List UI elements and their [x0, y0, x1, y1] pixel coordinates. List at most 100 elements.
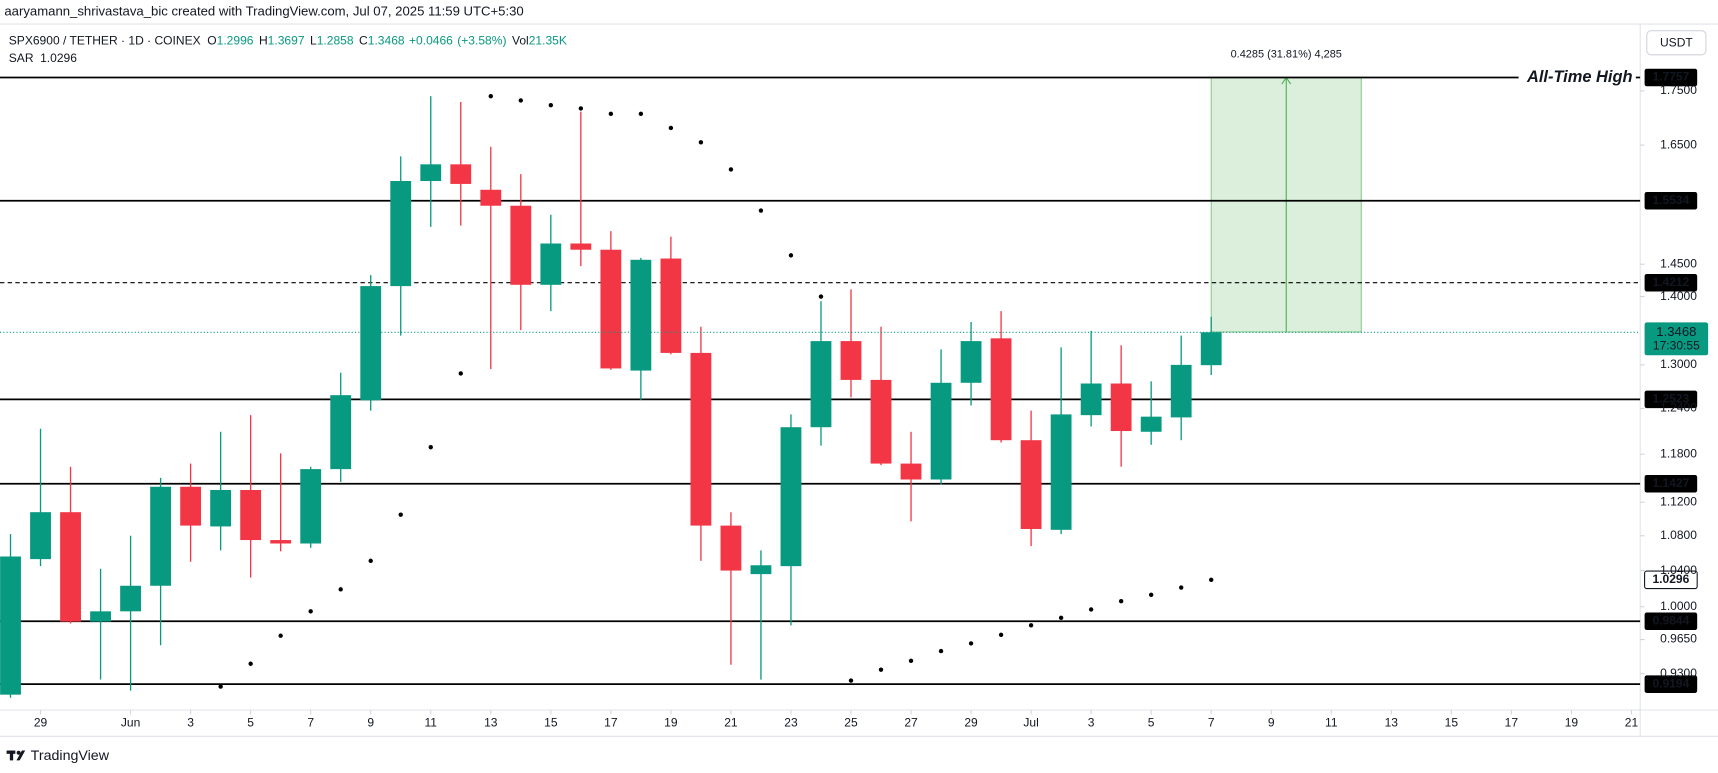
candle-body — [120, 585, 141, 612]
ohlc-value: 1.3468 — [368, 34, 405, 48]
y-tick-label: 1.4500 — [1660, 256, 1697, 270]
indicator-dot — [278, 633, 283, 638]
indicator-dot — [368, 558, 373, 564]
x-tick-label: 9 — [1268, 715, 1275, 729]
candle-body — [420, 164, 442, 182]
indicator-dot — [848, 678, 854, 683]
level-note: All-Time High — [1526, 68, 1633, 86]
x-tick-label: 3 — [187, 715, 194, 729]
level-label-bg — [1644, 191, 1698, 210]
candle-body — [390, 181, 412, 287]
indicator-dot — [1209, 577, 1214, 583]
indicator-dot — [218, 684, 223, 689]
candle-body — [150, 486, 172, 586]
logo-dot — [16, 750, 21, 755]
candle-body — [30, 512, 51, 560]
candle-body — [570, 243, 592, 250]
indicator-dot — [728, 167, 734, 172]
x-tick-label: 29 — [964, 715, 978, 729]
candle-body — [630, 259, 652, 371]
credit: aaryamann_shrivastava_bic created with T… — [4, 4, 523, 19]
x-tick-label: 7 — [307, 715, 314, 729]
y-tick-label: 1.4000 — [1660, 289, 1697, 303]
candle-body — [480, 189, 502, 206]
level-label-bg — [1644, 612, 1698, 630]
indicator-value: 1.0296 — [40, 51, 77, 65]
candle-body — [810, 341, 832, 428]
level-label: 0.9844 — [1652, 613, 1689, 627]
candle-body — [360, 286, 382, 401]
indicator-dot — [698, 140, 704, 145]
candle-body — [1110, 383, 1132, 432]
candle-body — [0, 556, 21, 695]
candle-body — [840, 341, 862, 380]
plot-area — [0, 76, 1641, 698]
candle-body — [720, 525, 742, 571]
x-tick-label: 15 — [1445, 715, 1459, 729]
x-tick-label: 23 — [784, 715, 798, 729]
volume-value: 21.35K — [529, 34, 567, 48]
indicator-dot — [428, 444, 433, 450]
overlay: All-Time High 1.7757 1.5534 1.4212 1.2523 1.1… — [1518, 67, 1709, 693]
candle-body — [870, 379, 892, 464]
indicator-dot — [338, 587, 343, 592]
indicator-label: 1.0296 — [1652, 572, 1689, 586]
y-tick-label: 1.0000 — [1660, 599, 1697, 613]
candle-body — [1080, 383, 1102, 416]
indicator-dot — [638, 111, 644, 117]
x-tick-label: 19 — [1565, 715, 1579, 729]
level-note-bg — [1518, 67, 1636, 88]
candle-body — [780, 427, 802, 567]
indicator-dot — [548, 103, 554, 108]
indicator-dot — [1028, 623, 1034, 628]
ohlc-value: 1.3697 — [268, 34, 305, 48]
indicator-legend: SAR 1.0296 — [9, 51, 78, 65]
currency-button[interactable] — [1646, 30, 1707, 56]
x-tick-label: 27 — [904, 715, 918, 729]
indicator-dot — [1178, 585, 1184, 590]
x-tick-label: 19 — [664, 715, 678, 729]
candle-body — [990, 338, 1012, 441]
x-tick-label: 13 — [1385, 715, 1399, 729]
currency[interactable]: USDT — [1660, 35, 1693, 49]
candle-body — [930, 382, 952, 480]
candle-body — [660, 258, 682, 353]
symbol: SPX6900 / TETHER · 1D · COINEX — [9, 34, 201, 48]
x-tick-label: 3 — [1088, 715, 1095, 729]
x-tick-label: 21 — [1625, 715, 1639, 729]
last-price: 1.3468 — [1656, 324, 1696, 339]
level-label-bg — [1644, 273, 1698, 292]
x-tick-label: 29 — [34, 715, 48, 729]
candle-body — [180, 486, 202, 526]
candle-body — [210, 489, 232, 527]
indicator-dot — [908, 658, 914, 664]
x-tick-label: 5 — [1148, 715, 1155, 729]
ohlc-label: O — [207, 34, 216, 48]
brand-logo — [6, 750, 26, 761]
x-tick-label: 5 — [247, 715, 254, 729]
candle-body — [1020, 440, 1042, 529]
candle-body — [1200, 332, 1222, 366]
candle-body — [450, 164, 472, 184]
indicator-dot — [248, 661, 253, 666]
x-tick-label: 7 — [1208, 715, 1215, 729]
ohlc-value: 1.2996 — [217, 34, 254, 48]
y-tick-label: 0.9300 — [1660, 666, 1697, 680]
change-pct: (+3.58%) — [457, 34, 506, 48]
indicator-dot — [308, 609, 313, 614]
indicator-dot — [818, 294, 824, 299]
logo-slash — [16, 750, 26, 761]
indicator-name: SAR — [9, 51, 34, 65]
level-label: 1.2523 — [1652, 392, 1689, 406]
x-tick-label: Jun — [121, 715, 140, 729]
candle-body — [240, 489, 262, 541]
candle-body — [510, 205, 532, 285]
indicator-dot — [518, 98, 523, 103]
brand: TradingView — [31, 748, 110, 764]
level-label: 1.4212 — [1652, 275, 1689, 289]
candle-body — [270, 540, 292, 544]
y-tick-label: 1.3000 — [1660, 357, 1697, 371]
indicator-dot — [398, 512, 403, 517]
level-label-bg — [1644, 390, 1698, 409]
